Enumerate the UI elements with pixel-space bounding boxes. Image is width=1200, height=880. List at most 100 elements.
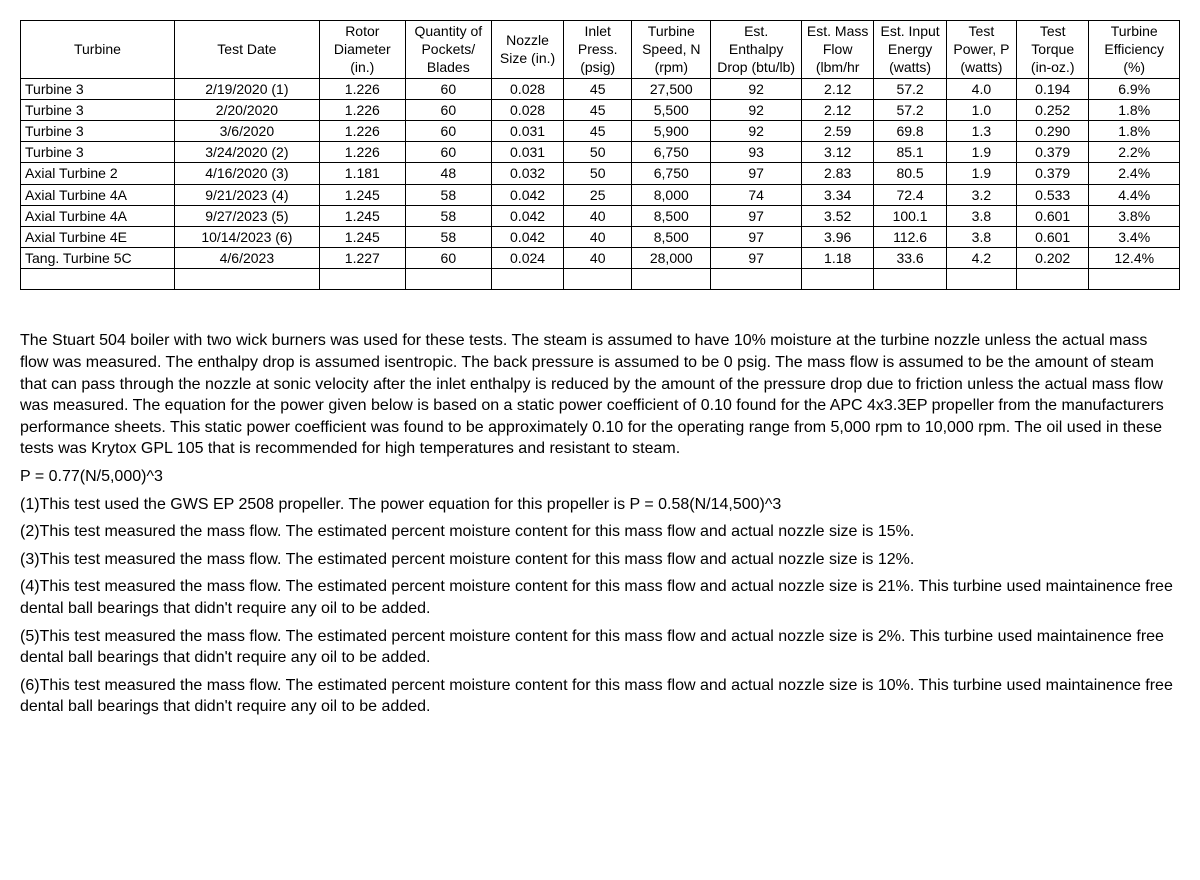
cell-turbine: Turbine 3: [21, 120, 175, 141]
cell-torque: 0.194: [1016, 78, 1088, 99]
col-header-qty: Quantity of Pockets/ Blades: [405, 21, 491, 79]
table-row: Turbine 32/19/2020 (1)1.226600.0284527,5…: [21, 78, 1180, 99]
col-header-rotor: Rotor Diameter (in.): [319, 21, 405, 79]
cell-torque: 0.252: [1016, 99, 1088, 120]
cell-eff: 6.9%: [1089, 78, 1180, 99]
cell-mass: 3.52: [801, 205, 873, 226]
cell-power: 1.0: [946, 99, 1016, 120]
cell-speed: 5,500: [632, 99, 711, 120]
cell-rotor: 1.245: [319, 226, 405, 247]
footnote-4: (4)This test measured the mass flow. The…: [20, 576, 1180, 619]
cell-eff: 2.4%: [1089, 163, 1180, 184]
cell-rotor: 1.245: [319, 205, 405, 226]
cell-speed: 6,750: [632, 163, 711, 184]
col-header-speed: Turbine Speed, N (rpm): [632, 21, 711, 79]
cell-enth: 97: [711, 163, 802, 184]
cell-power: 4.0: [946, 78, 1016, 99]
cell-enth: 92: [711, 78, 802, 99]
cell-eff: 1.8%: [1089, 99, 1180, 120]
cell-rotor: 1.226: [319, 120, 405, 141]
cell-torque: 0.533: [1016, 184, 1088, 205]
table-row: Turbine 33/24/2020 (2)1.226600.031506,75…: [21, 142, 1180, 163]
cell-power: 1.3: [946, 120, 1016, 141]
col-header-mass: Est. Mass Flow (lbm/hr: [801, 21, 873, 79]
cell-inlet: 40: [564, 205, 632, 226]
cell-energy: 33.6: [874, 248, 946, 269]
table-row: Axial Turbine 4E10/14/2023 (6)1.245580.0…: [21, 226, 1180, 247]
col-header-enth: Est. Enthalpy Drop (btu/lb): [711, 21, 802, 79]
cell-enth: 74: [711, 184, 802, 205]
cell-torque: 0.202: [1016, 248, 1088, 269]
cell-eff: 4.4%: [1089, 184, 1180, 205]
cell-inlet: 45: [564, 120, 632, 141]
cell-mass: 2.83: [801, 163, 873, 184]
cell-date: 3/24/2020 (2): [174, 142, 319, 163]
cell-energy: 80.5: [874, 163, 946, 184]
cell-rotor: 1.226: [319, 78, 405, 99]
cell-energy: 112.6: [874, 226, 946, 247]
cell-rotor: 1.226: [319, 99, 405, 120]
cell-nozzle: 0.042: [491, 205, 563, 226]
cell-nozzle: 0.031: [491, 142, 563, 163]
cell-rotor: 1.226: [319, 142, 405, 163]
cell-eff: 2.2%: [1089, 142, 1180, 163]
footnote-3: (3)This test measured the mass flow. The…: [20, 549, 1180, 571]
table-row: Turbine 32/20/20201.226600.028455,500922…: [21, 99, 1180, 120]
cell-inlet: 50: [564, 142, 632, 163]
cell-speed: 27,500: [632, 78, 711, 99]
table-row: Axial Turbine 24/16/2020 (3)1.181480.032…: [21, 163, 1180, 184]
cell-turbine: Turbine 3: [21, 99, 175, 120]
cell-nozzle: 0.042: [491, 226, 563, 247]
cell-nozzle: 0.032: [491, 163, 563, 184]
cell-qty: 60: [405, 99, 491, 120]
cell-eff: 3.8%: [1089, 205, 1180, 226]
cell-date: 9/21/2023 (4): [174, 184, 319, 205]
cell-mass: 3.34: [801, 184, 873, 205]
col-header-energy: Est. Input Energy (watts): [874, 21, 946, 79]
footnote-2: (2)This test measured the mass flow. The…: [20, 521, 1180, 543]
cell-date: 9/27/2023 (5): [174, 205, 319, 226]
cell-turbine: Turbine 3: [21, 78, 175, 99]
cell-energy: 85.1: [874, 142, 946, 163]
cell-power: 4.2: [946, 248, 1016, 269]
cell-turbine: Tang. Turbine 5C: [21, 248, 175, 269]
cell-qty: 60: [405, 248, 491, 269]
cell-speed: 5,900: [632, 120, 711, 141]
main-note: The Stuart 504 boiler with two wick burn…: [20, 330, 1180, 460]
cell-qty: 58: [405, 226, 491, 247]
cell-qty: 60: [405, 142, 491, 163]
cell-nozzle: 0.042: [491, 184, 563, 205]
cell-inlet: 25: [564, 184, 632, 205]
cell-enth: 97: [711, 205, 802, 226]
cell-date: 10/14/2023 (6): [174, 226, 319, 247]
cell-energy: 72.4: [874, 184, 946, 205]
cell-speed: 8,500: [632, 205, 711, 226]
notes-section: The Stuart 504 boiler with two wick burn…: [20, 330, 1180, 718]
cell-turbine: Axial Turbine 2: [21, 163, 175, 184]
cell-torque: 0.379: [1016, 142, 1088, 163]
cell-date: 4/6/2023: [174, 248, 319, 269]
cell-inlet: 45: [564, 78, 632, 99]
cell-enth: 97: [711, 248, 802, 269]
cell-enth: 92: [711, 120, 802, 141]
col-header-nozzle: Nozzle Size (in.): [491, 21, 563, 79]
cell-torque: 0.290: [1016, 120, 1088, 141]
table-body: Turbine 32/19/2020 (1)1.226600.0284527,5…: [21, 78, 1180, 290]
table-row: Axial Turbine 4A9/27/2023 (5)1.245580.04…: [21, 205, 1180, 226]
col-header-torque: Test Torque (in-oz.): [1016, 21, 1088, 79]
cell-date: 3/6/2020: [174, 120, 319, 141]
cell-torque: 0.379: [1016, 163, 1088, 184]
cell-energy: 57.2: [874, 78, 946, 99]
cell-enth: 97: [711, 226, 802, 247]
cell-turbine: Axial Turbine 4E: [21, 226, 175, 247]
cell-energy: 69.8: [874, 120, 946, 141]
cell-power: 3.8: [946, 205, 1016, 226]
cell-power: 3.2: [946, 184, 1016, 205]
table-row: Axial Turbine 4A9/21/2023 (4)1.245580.04…: [21, 184, 1180, 205]
cell-eff: 3.4%: [1089, 226, 1180, 247]
cell-torque: 0.601: [1016, 226, 1088, 247]
cell-inlet: 40: [564, 248, 632, 269]
cell-rotor: 1.245: [319, 184, 405, 205]
cell-mass: 3.96: [801, 226, 873, 247]
turbine-test-table: Turbine Test Date Rotor Diameter (in.) Q…: [20, 20, 1180, 290]
